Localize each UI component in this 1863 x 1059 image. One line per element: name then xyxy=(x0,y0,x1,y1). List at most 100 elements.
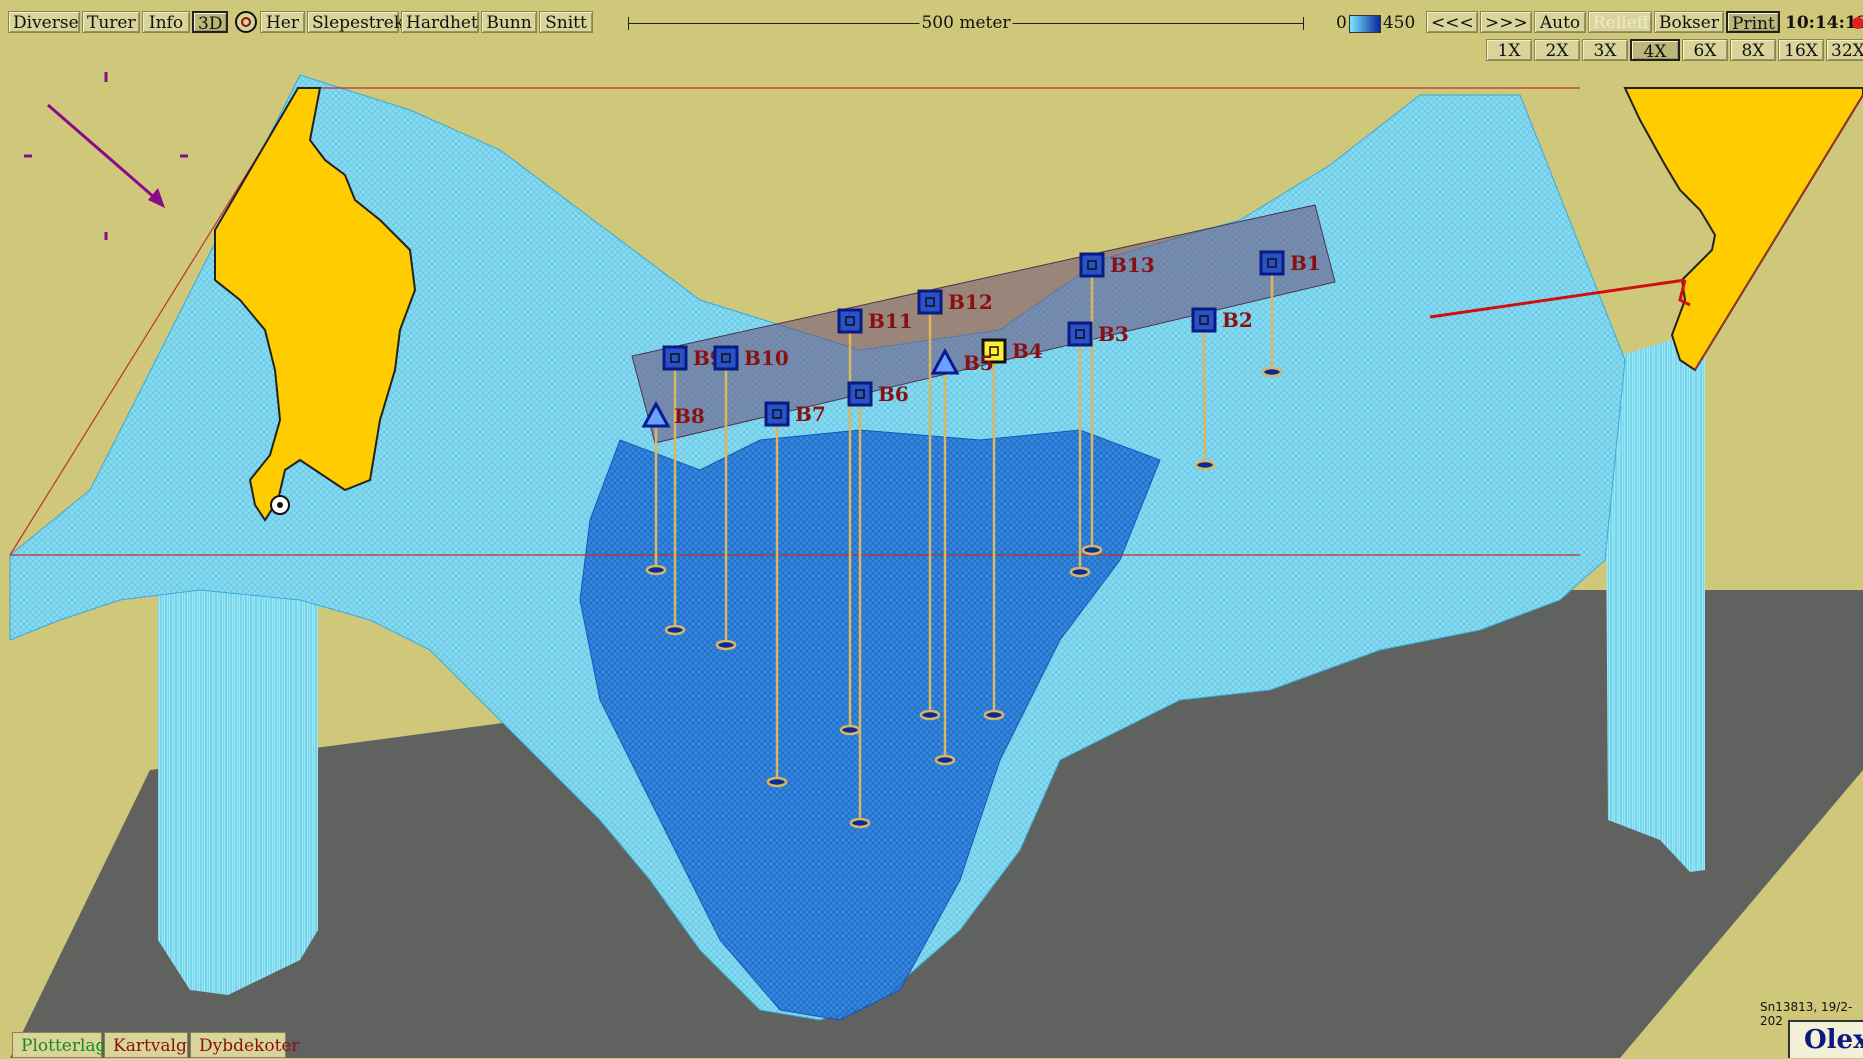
square-marker-icon xyxy=(764,401,790,427)
square-marker-center xyxy=(670,353,680,363)
tab-kartvalg[interactable]: Kartvalg xyxy=(104,1032,188,1058)
record-indicator-icon xyxy=(1852,17,1863,29)
waypoint-b11[interactable]: B11 xyxy=(837,308,913,334)
track-line-end xyxy=(1678,279,1691,307)
depth-line-foot xyxy=(983,709,1005,721)
triangle-marker-icon xyxy=(930,347,960,375)
target-icon[interactable] xyxy=(235,11,257,33)
square-marker-icon xyxy=(1079,252,1105,278)
square-marker-center xyxy=(1075,329,1085,339)
depth-line-foot xyxy=(934,754,956,766)
turer-button[interactable]: Turer xyxy=(82,11,140,33)
waypoint-label: B7 xyxy=(795,402,826,426)
depth-line-foot xyxy=(1194,459,1216,471)
square-marker-center xyxy=(845,316,855,326)
square-marker-icon xyxy=(1191,307,1217,333)
heading-arrow-icon xyxy=(24,72,188,240)
waypoint-label: B4 xyxy=(1012,339,1043,363)
waypoint-label: B2 xyxy=(1222,308,1253,332)
waypoint-b3[interactable]: B3 xyxy=(1067,321,1129,347)
land-right-edge xyxy=(1694,94,1863,371)
zoom-button-2x[interactable]: 2X xyxy=(1534,39,1580,61)
waypoint-b6[interactable]: B6 xyxy=(847,381,909,407)
snitt-button[interactable]: Snitt xyxy=(539,11,593,33)
relieff-button[interactable]: Relieff xyxy=(1588,11,1652,33)
olex-logo: Olex xyxy=(1788,1020,1863,1058)
print-button[interactable]: Print xyxy=(1726,11,1780,34)
square-marker-center xyxy=(1199,315,1209,325)
waypoint-b7[interactable]: B7 xyxy=(764,401,826,427)
her-button[interactable]: Her xyxy=(260,11,305,33)
waypoint-b5[interactable]: B5 xyxy=(930,347,994,375)
scale-bar-label: 500 meter xyxy=(919,13,1013,33)
waypoint-label: B8 xyxy=(674,404,705,428)
square-marker-icon xyxy=(847,381,873,407)
depth-line-foot xyxy=(1261,366,1283,378)
land-left xyxy=(214,87,417,522)
waypoint-b4[interactable]: B4 xyxy=(981,338,1043,364)
depth-line-b2 xyxy=(1202,331,1207,466)
waypoint-label: B13 xyxy=(1110,253,1155,277)
bokser-button[interactable]: Bokser xyxy=(1654,11,1724,33)
tab-dybdekoter[interactable]: Dybdekoter xyxy=(190,1032,300,1058)
3d-button[interactable]: 3D xyxy=(192,11,228,34)
square-marker-center xyxy=(772,409,782,419)
square-marker-icon xyxy=(917,289,943,315)
waypoint-b10[interactable]: B10 xyxy=(713,345,789,371)
zoom-button-6x[interactable]: 6X xyxy=(1682,39,1728,61)
waypoint-b8[interactable]: B8 xyxy=(641,400,705,428)
next-button[interactable]: >>> xyxy=(1480,11,1532,33)
waypoint-label: B1 xyxy=(1290,251,1321,275)
depth-line-foot xyxy=(1069,566,1091,578)
depth-line-foot xyxy=(849,817,871,829)
depth-line-foot xyxy=(839,724,861,736)
prev-button[interactable]: <<< xyxy=(1426,11,1478,33)
depth-line-foot xyxy=(1081,544,1103,556)
track-line xyxy=(1429,278,1686,319)
waypoint-b12[interactable]: B12 xyxy=(917,289,993,315)
square-marker-center xyxy=(721,353,731,363)
slepestrek-button[interactable]: Slepestrek xyxy=(307,11,404,33)
waypoint-label: B11 xyxy=(868,309,913,333)
waypoint-b13[interactable]: B13 xyxy=(1079,252,1155,278)
zoom-button-4x[interactable]: 4X xyxy=(1630,39,1680,62)
waypoint-label: B6 xyxy=(878,382,909,406)
bunn-button[interactable]: Bunn xyxy=(481,11,537,33)
waypoint-label: B3 xyxy=(1098,322,1129,346)
square-marker-icon xyxy=(1067,321,1093,347)
hardhet-button[interactable]: Hardhet xyxy=(401,11,479,33)
depth-line-foot xyxy=(766,776,788,788)
depth-color-bar xyxy=(1348,14,1381,33)
land-right xyxy=(1623,87,1863,372)
square-marker-center xyxy=(925,297,935,307)
zoom-button-32x[interactable]: 32X xyxy=(1826,39,1863,61)
depth-line-foot xyxy=(645,564,667,576)
square-marker-center xyxy=(1087,260,1097,270)
zoom-button-16x[interactable]: 16X xyxy=(1778,39,1824,61)
waypoint-label: B12 xyxy=(948,290,993,314)
square-marker-icon xyxy=(1259,250,1285,276)
square-marker-icon xyxy=(837,308,863,334)
square-marker-center xyxy=(855,389,865,399)
info-button[interactable]: Info xyxy=(142,11,190,33)
waypoint-b2[interactable]: B2 xyxy=(1191,307,1253,333)
triangle-marker-icon xyxy=(641,400,671,428)
waypoint-label: B5 xyxy=(963,351,994,375)
bathymetry-curtains xyxy=(158,330,1705,995)
zoom-button-3x[interactable]: 3X xyxy=(1582,39,1628,61)
depth-line-foot xyxy=(664,624,686,636)
scale-bar: 500 meter xyxy=(628,13,1304,33)
toolbar: Diverse Turer Info 3D Her Slepestrek Har… xyxy=(0,0,1863,40)
tab-plotterlag[interactable]: Plotterlag xyxy=(12,1032,106,1058)
auto-button[interactable]: Auto xyxy=(1534,11,1586,33)
zoom-button-1x[interactable]: 1X xyxy=(1486,39,1532,61)
vessel-marker[interactable] xyxy=(270,495,290,515)
square-marker-icon xyxy=(662,345,688,371)
square-marker-icon xyxy=(713,345,739,371)
zoom-button-8x[interactable]: 8X xyxy=(1730,39,1776,61)
waypoint-b1[interactable]: B1 xyxy=(1259,250,1321,276)
clock: 10:14:13 xyxy=(1785,13,1863,33)
diverse-button[interactable]: Diverse xyxy=(8,11,80,33)
